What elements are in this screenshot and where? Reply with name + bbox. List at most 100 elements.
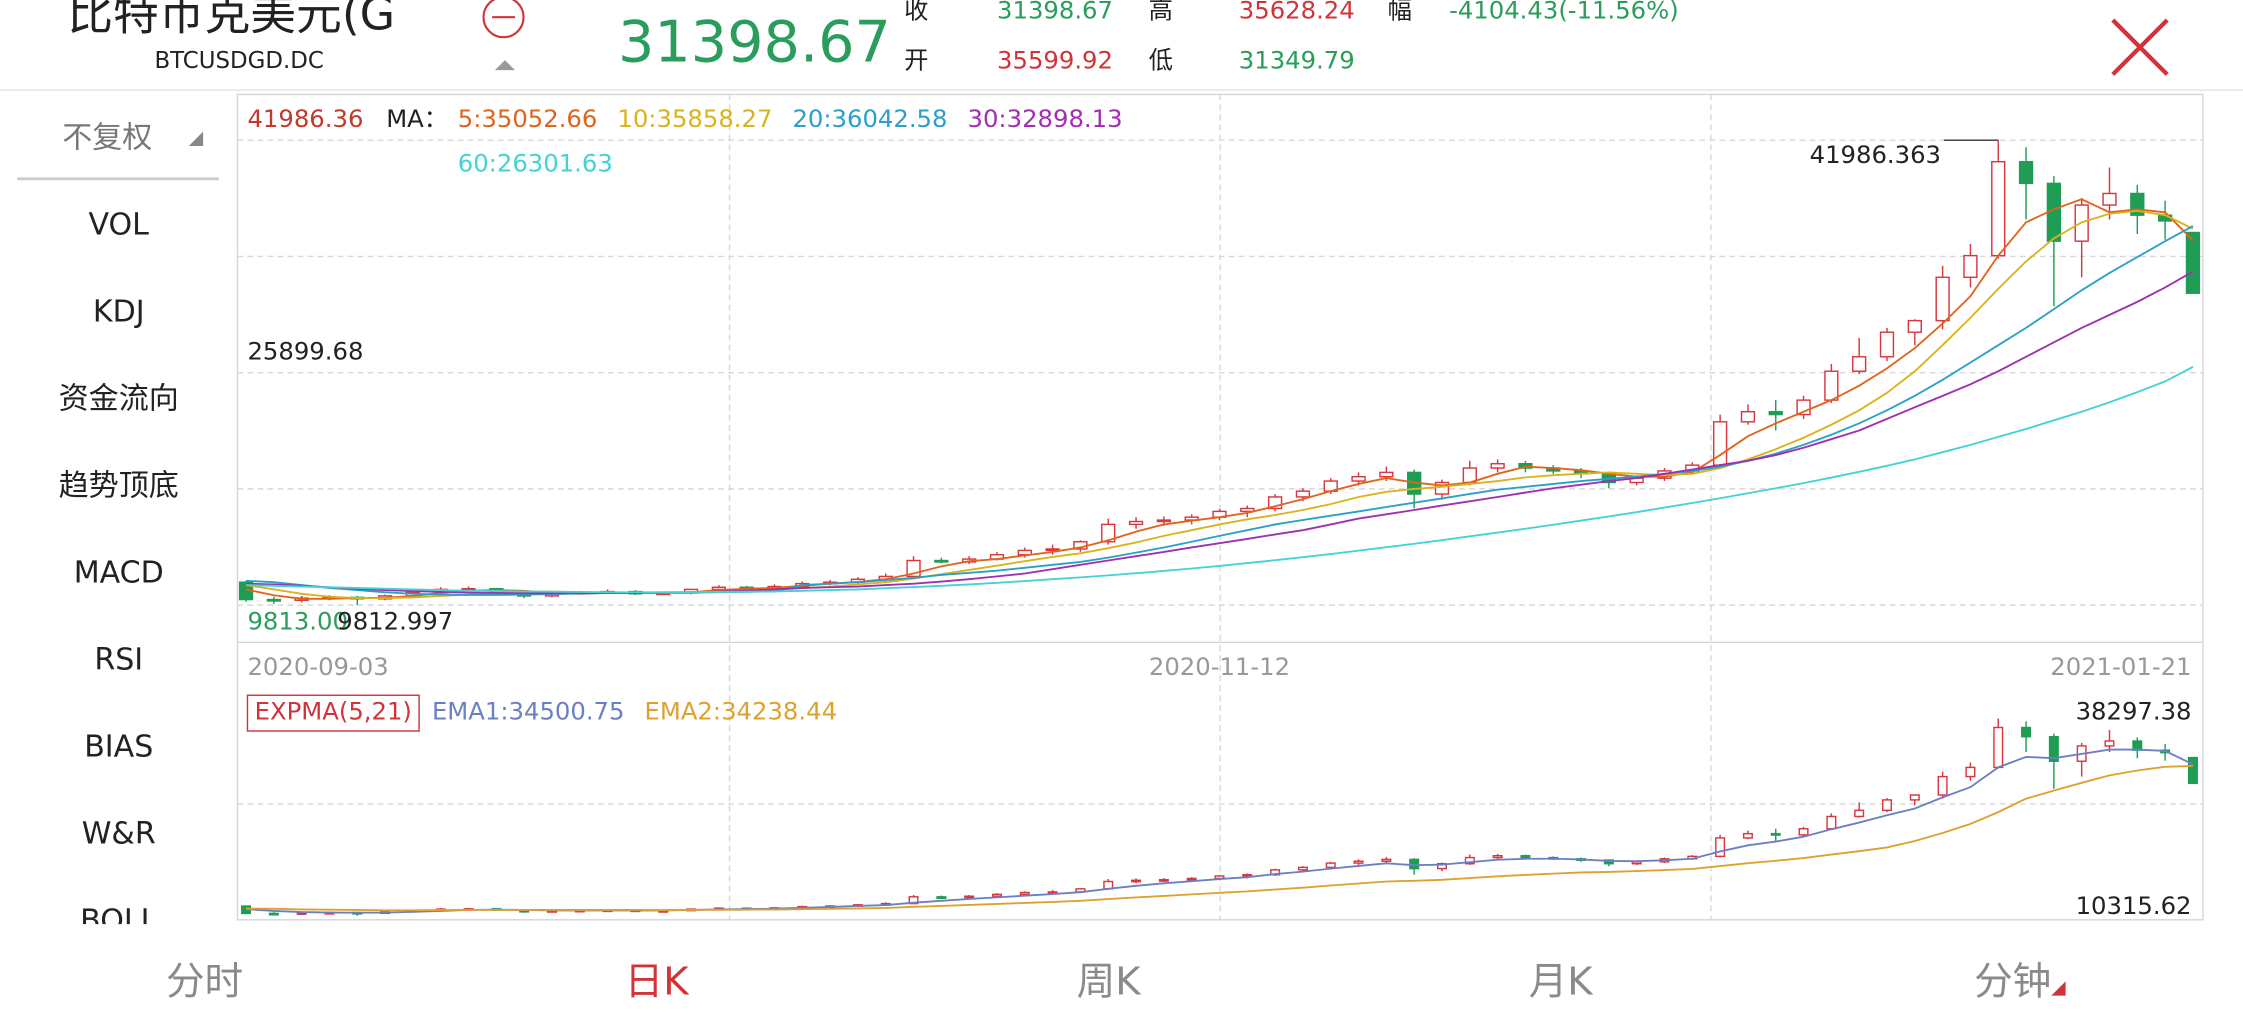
candle-body (1907, 319, 1922, 333)
legend-value: 32898.13 (1007, 104, 1123, 133)
candle-body (2185, 231, 2201, 294)
candle-body (1715, 837, 1726, 858)
stat-label: 低 (1149, 46, 1173, 75)
candle-body (1297, 866, 1308, 871)
candle-body (1381, 858, 1392, 862)
stat-value: 35628.24 (1239, 0, 1355, 24)
legend-name: 10: (617, 104, 656, 133)
indicator-item[interactable]: BIAS (84, 729, 153, 764)
range-max-label: 38297.38 (2076, 696, 2192, 725)
legend-name: 5: (458, 104, 482, 133)
candle-body (1879, 331, 1895, 358)
legend-value: 35858.27 (656, 104, 772, 133)
candle-body (1267, 496, 1283, 510)
candle-body (1351, 475, 1366, 482)
indicator-item[interactable]: KDJ (93, 295, 145, 330)
indicator-item[interactable]: VOL (89, 208, 150, 243)
legend-name: 20: (792, 104, 831, 133)
candle-body (964, 895, 975, 899)
legend-value: 34238.44 (721, 696, 837, 725)
candle-body (1965, 766, 1976, 778)
tab[interactable]: 分时 (166, 960, 243, 1005)
x-tick-label: 2021-01-21 (2050, 652, 2191, 681)
candle-body (2048, 735, 2059, 762)
stat-label: 开 (904, 46, 928, 75)
y-tick-label: 9813.00 (247, 606, 347, 635)
candle-body (1186, 877, 1197, 881)
candle-body (1490, 462, 1505, 469)
indicator-item[interactable]: 趋势顶底 (59, 468, 179, 503)
stat-label: 收 (904, 0, 928, 24)
expma-title-box (246, 694, 420, 732)
min-annotation: 9812.997 (337, 606, 453, 635)
expma-title: EXPMA(5,21) (255, 696, 412, 725)
candle-body (1128, 520, 1144, 526)
tab[interactable]: 日K (625, 960, 691, 1005)
collapse-button[interactable] (482, 0, 525, 71)
tab-bar: 分时 日K 周K 月K 分钟 (166, 960, 2066, 1005)
candle-body (1826, 815, 1837, 830)
candle-body (1156, 519, 1172, 523)
y-tick-label: 41986.36 (247, 104, 363, 133)
indicator-item[interactable]: MACD (74, 555, 164, 590)
candle-body (934, 559, 949, 563)
legend-item: EMA2:34238.44 (645, 696, 838, 725)
candle-body (1770, 832, 1781, 836)
legend-name: EMA1: (432, 696, 509, 725)
legend-value: 26301.63 (497, 149, 613, 178)
candle-body (991, 893, 1002, 897)
candle-body (1798, 828, 1809, 836)
tab[interactable]: 分钟 (1974, 960, 2051, 1005)
candle-body (1409, 858, 1420, 870)
candle-body (1158, 878, 1169, 882)
candle-body (1768, 410, 1783, 416)
indicator-item[interactable]: RSI (94, 642, 143, 677)
candle-body (1019, 891, 1030, 896)
close-button[interactable] (2111, 18, 2169, 76)
stat-value: -4104.43(-11.56%) (1449, 0, 1679, 24)
tab[interactable]: 月K (1529, 960, 1595, 1005)
candle-body (2021, 726, 2032, 738)
last-price: 31398.67 (618, 9, 891, 75)
adjust-select[interactable]: 不复权 (62, 120, 152, 155)
candle-body (2187, 756, 2198, 785)
instrument-title: 比特币克美元(G (67, 0, 395, 41)
candle-body (2102, 192, 2117, 206)
stat-label: 幅 (1388, 0, 1412, 24)
candle-body (268, 912, 279, 916)
legend-value: 35052.66 (481, 104, 597, 133)
candle-body (1740, 410, 1756, 423)
tab[interactable]: 周K (1077, 960, 1143, 1005)
indicator-item[interactable]: BOLL (80, 903, 157, 938)
ma-legend: MA： (386, 104, 448, 133)
candle-body (1854, 809, 1865, 818)
candle-body (2018, 160, 2034, 185)
indicator-item[interactable]: 资金流向 (59, 381, 179, 416)
indicator-line (246, 270, 2194, 595)
vertical-dividers (237, 94, 2203, 920)
y-tick-label: 25899.68 (247, 337, 363, 366)
dropdown-arrow (188, 131, 204, 146)
candle-body (1963, 254, 1978, 279)
legend-name: 60: (458, 149, 497, 178)
legend-item: 60:26301.63 (458, 149, 613, 178)
stat-value: 31398.67 (997, 0, 1113, 24)
legend-item: EMA1:34500.75 (432, 696, 625, 725)
legend-item: 5:35052.66 (458, 104, 598, 133)
candle-body (1631, 861, 1642, 865)
stat-value: 35599.92 (997, 46, 1113, 75)
main-panel (238, 140, 2201, 606)
candle-body (1935, 276, 1950, 322)
tab-arrow (2051, 981, 2066, 996)
indicator-line (246, 764, 2193, 912)
indicator-line (246, 365, 2194, 594)
candle-body (1101, 523, 1116, 543)
candle-body (1240, 507, 1255, 513)
max-annotation: 41986.363 (1810, 140, 1941, 169)
legend-item: 30:32898.13 (968, 104, 1123, 133)
candle-body (1937, 775, 1948, 796)
candle-body (936, 896, 947, 899)
candle-body (1909, 794, 1920, 801)
indicator-item[interactable]: W&R (82, 816, 156, 851)
